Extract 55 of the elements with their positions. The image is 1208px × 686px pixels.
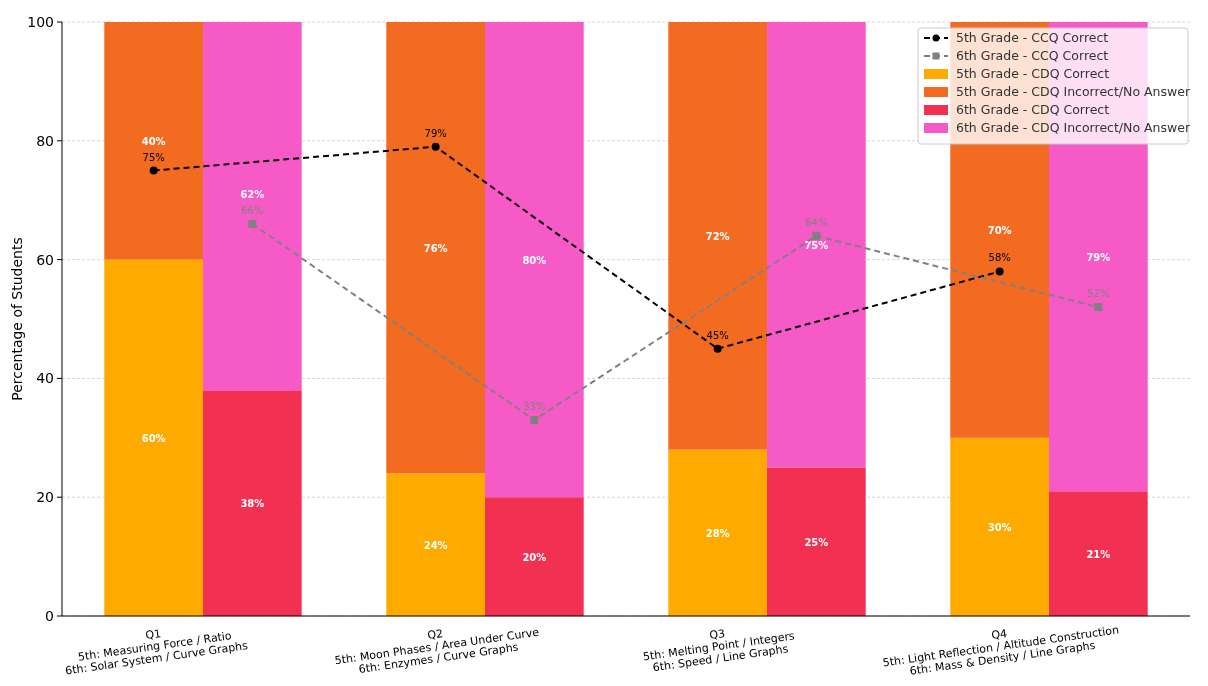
data-label: 38% bbox=[240, 498, 265, 510]
data-label: 75% bbox=[142, 151, 165, 163]
legend-label: 6th Grade - CDQ Incorrect/No Answer bbox=[956, 120, 1191, 135]
x-tick-label: Q1 5th: Measuring Force / Ratio 6th: Solar System / Curve Graphs bbox=[64, 627, 249, 678]
legend-label: 5th Grade - CCQ Correct bbox=[956, 30, 1109, 45]
data-label: 79% bbox=[424, 127, 447, 139]
data-label: 72% bbox=[705, 230, 730, 242]
bar bbox=[485, 22, 584, 498]
legend-label: 6th Grade - CDQ Correct bbox=[956, 102, 1110, 117]
data-label: 25% bbox=[804, 536, 829, 548]
bar bbox=[668, 22, 767, 450]
y-tick-label: 0 bbox=[45, 608, 54, 624]
y-tick-label: 20 bbox=[36, 489, 54, 506]
data-label: 76% bbox=[423, 242, 448, 254]
y-tick-label: 80 bbox=[36, 132, 54, 149]
bar bbox=[950, 437, 1049, 616]
y-axis-title: Percentage of Students bbox=[9, 237, 25, 401]
data-label: 62% bbox=[240, 188, 265, 200]
bar bbox=[203, 390, 302, 616]
data-label: 28% bbox=[705, 527, 730, 539]
data-label: 75% bbox=[804, 239, 829, 251]
bar bbox=[104, 259, 203, 616]
bar bbox=[767, 467, 866, 616]
data-label: 24% bbox=[423, 539, 448, 551]
bar bbox=[1049, 491, 1148, 616]
x-tick-label: Q3 5th: Melting Point / Integers 6th: Speed / Line Graphs bbox=[642, 627, 796, 675]
data-label: 45% bbox=[706, 329, 729, 341]
legend-label: 6th Grade - CCQ Correct bbox=[956, 48, 1109, 63]
data-label: 58% bbox=[988, 252, 1011, 264]
data-label: 33% bbox=[523, 400, 546, 412]
bar bbox=[386, 473, 485, 616]
y-tick-label: 100 bbox=[27, 14, 54, 30]
data-label: 30% bbox=[987, 521, 1012, 533]
data-label: 21% bbox=[1086, 548, 1111, 560]
bar bbox=[386, 22, 485, 474]
data-label: 80% bbox=[522, 254, 547, 266]
bar bbox=[104, 22, 203, 260]
data-label: 64% bbox=[805, 216, 828, 228]
y-tick-label: 40 bbox=[36, 370, 54, 387]
data-label: 79% bbox=[1086, 251, 1111, 263]
data-label: 60% bbox=[141, 432, 166, 444]
data-label: 52% bbox=[1087, 288, 1110, 300]
data-label: 40% bbox=[141, 135, 166, 147]
data-label: 70% bbox=[987, 224, 1012, 236]
bar bbox=[668, 449, 767, 616]
x-tick-label: Q2 5th: Moon Phases / Area Under Curve 6th: Enzymes / Curve Graphs bbox=[333, 625, 541, 676]
x-tick-label: Q4 5th: Light Reflection / Altitude Construction 6th: Mass & Density / Line Graphs bbox=[881, 623, 1120, 678]
data-label: 66% bbox=[241, 204, 264, 216]
bar bbox=[485, 497, 584, 616]
y-tick-label: 60 bbox=[36, 251, 54, 268]
legend-label: 5th Grade - CDQ Incorrect/No Answer bbox=[956, 84, 1191, 99]
data-label: 20% bbox=[522, 551, 547, 563]
legend-label: 5th Grade - CDQ Correct bbox=[956, 66, 1110, 81]
bar bbox=[767, 22, 866, 468]
bar bbox=[203, 22, 302, 391]
